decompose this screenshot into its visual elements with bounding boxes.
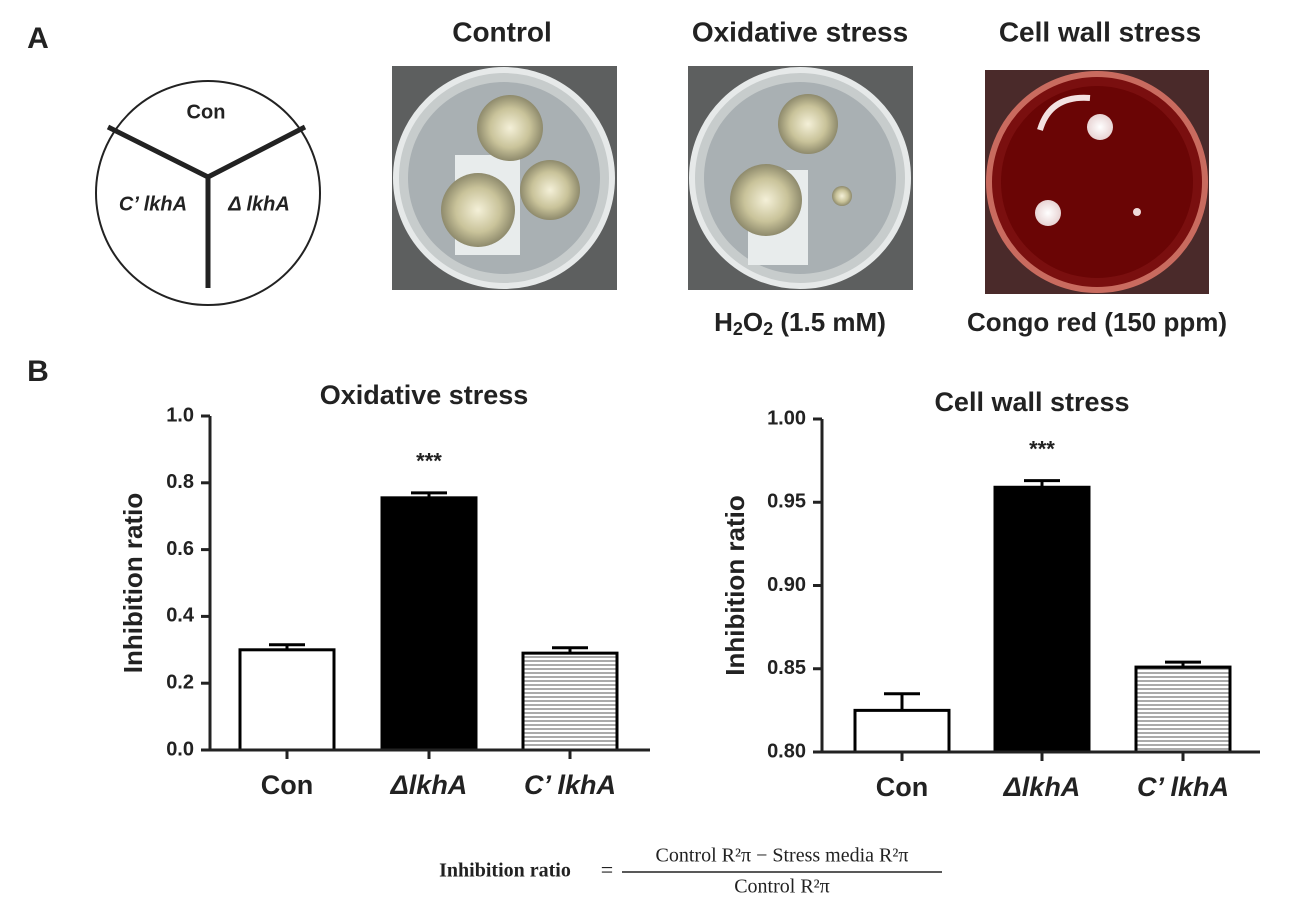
panel-label: B xyxy=(27,355,49,388)
caption-part: O xyxy=(743,307,763,337)
photo-control xyxy=(392,66,617,290)
y-axis-label: Inhibition ratio xyxy=(118,493,148,674)
x-tick-label: Con xyxy=(876,772,928,802)
bar xyxy=(853,708,951,754)
formula: Inhibition ratio = Control R²π − Stress … xyxy=(439,845,942,898)
annotation: *** xyxy=(1029,436,1055,461)
caption-part: 2 xyxy=(763,319,773,339)
x-tick-label: Con xyxy=(261,770,313,800)
diagram-label: Δ lkhA xyxy=(227,193,290,215)
x-tick-label: ΔlkhA xyxy=(390,770,468,800)
y-axis-label: Inhibition ratio xyxy=(720,495,750,676)
diagram-label: C’ lkhA xyxy=(119,193,187,215)
plate-diagram: Con C’ lkhA Δ lkhA xyxy=(95,80,321,306)
y-tick-label: 0.6 xyxy=(166,538,194,560)
y-tick-label: 0.8 xyxy=(166,471,194,493)
panel-label: A xyxy=(27,22,49,55)
annotation: *** xyxy=(416,449,442,474)
chart-title: Cell wall stress xyxy=(934,387,1129,417)
photo-caption: Congo red (150 ppm) xyxy=(967,307,1227,337)
y-tick-label: 0.2 xyxy=(166,671,194,693)
caption-part: (1.5 mM) xyxy=(773,307,886,337)
x-tick-label: C’ lkhA xyxy=(524,770,616,800)
caption-part: Congo red (150 ppm) xyxy=(967,307,1227,337)
y-tick-label: 0.80 xyxy=(767,740,806,762)
caption-part: H xyxy=(714,307,733,337)
bar xyxy=(521,651,619,752)
y-tick-label: 0.85 xyxy=(767,657,806,679)
bar xyxy=(380,496,478,752)
photo-title: Cell wall stress xyxy=(999,16,1201,47)
formula-denominator: Control R²π xyxy=(734,876,830,898)
bar xyxy=(1134,665,1232,754)
photo-oxidative xyxy=(688,66,913,290)
chart-title: Oxidative stress xyxy=(320,380,529,410)
y-tick-label: 0.90 xyxy=(767,574,806,596)
y-tick-label: 1.00 xyxy=(767,407,806,429)
formula-numerator: Control R²π − Stress media R²π xyxy=(656,845,909,867)
photo-title: Oxidative stress xyxy=(692,16,908,47)
y-tick-label: 0.4 xyxy=(166,605,195,627)
bar xyxy=(238,648,336,752)
photo-cell-wall xyxy=(985,70,1209,294)
x-tick-label: ΔlkhA xyxy=(1003,772,1081,802)
photo-title: Control xyxy=(452,16,552,47)
formula-lhs: Inhibition ratio xyxy=(439,860,571,882)
y-tick-label: 1.0 xyxy=(166,404,194,426)
formula-equals: = xyxy=(601,857,613,882)
x-tick-label: C’ lkhA xyxy=(1137,772,1229,802)
y-tick-label: 0.0 xyxy=(166,738,194,760)
y-tick-label: 0.95 xyxy=(767,491,806,513)
photo-caption: H2O2 (1.5 mM) xyxy=(714,307,886,339)
bar xyxy=(993,485,1091,754)
diagram-label: Con xyxy=(187,101,226,123)
caption-part: 2 xyxy=(733,319,743,339)
